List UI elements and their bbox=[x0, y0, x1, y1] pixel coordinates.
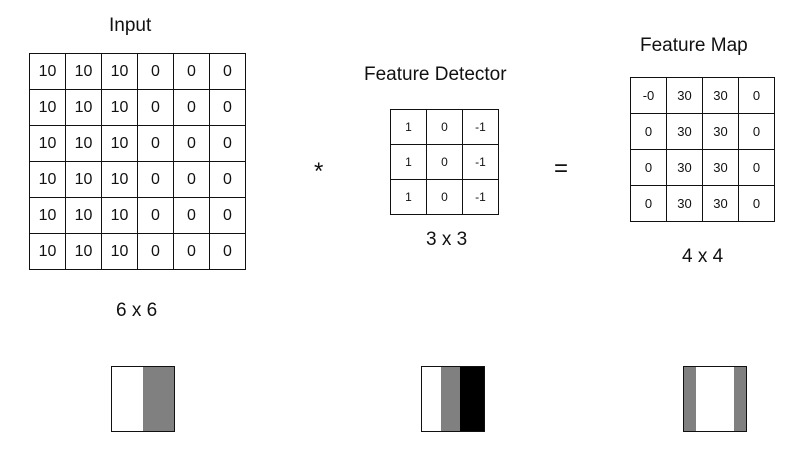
feature-map-cell: 30 bbox=[666, 149, 703, 186]
feature-map-size-label: 4 x 4 bbox=[682, 246, 724, 267]
swatch-band bbox=[143, 367, 174, 431]
swatch-band bbox=[460, 367, 484, 431]
input-cell: 10 bbox=[65, 197, 102, 234]
swatch-band bbox=[441, 367, 461, 431]
feature-map-cell: 0 bbox=[738, 113, 775, 150]
input-cell: 0 bbox=[137, 89, 174, 126]
feature-map-row: 0 30 30 0 bbox=[630, 185, 775, 222]
input-size-label: 6 x 6 bbox=[116, 300, 158, 321]
input-cell: 10 bbox=[101, 125, 138, 162]
input-cell: 0 bbox=[209, 89, 246, 126]
input-cell: 10 bbox=[29, 233, 66, 270]
input-row: 10 10 10 0 0 0 bbox=[29, 161, 246, 198]
input-cell: 0 bbox=[173, 197, 210, 234]
swatch-band bbox=[695, 367, 735, 431]
feature-map-row: 0 30 30 0 bbox=[630, 149, 775, 186]
input-cell: 10 bbox=[29, 161, 66, 198]
detector-matrix: 1 0 -1 1 0 -1 1 0 -1 bbox=[390, 109, 499, 215]
feature-map-cell: 0 bbox=[630, 185, 667, 222]
swatch-band bbox=[734, 367, 746, 431]
feature-map-cell: 30 bbox=[702, 77, 739, 114]
input-title: Input bbox=[109, 15, 152, 36]
feature-map-cell: 30 bbox=[702, 113, 739, 150]
swatch-band bbox=[112, 367, 143, 431]
input-cell: 0 bbox=[173, 233, 210, 270]
feature-map-cell: 30 bbox=[702, 185, 739, 222]
detector-row: 1 0 -1 bbox=[390, 109, 499, 145]
input-cell: 0 bbox=[137, 125, 174, 162]
detector-intensity-swatch bbox=[421, 366, 485, 432]
detector-cell: -1 bbox=[462, 144, 499, 180]
input-cell: 10 bbox=[29, 197, 66, 234]
input-cell: 0 bbox=[173, 53, 210, 90]
input-cell: 10 bbox=[101, 53, 138, 90]
input-cell: 0 bbox=[173, 89, 210, 126]
feature-map-cell: 0 bbox=[738, 149, 775, 186]
swatch-band bbox=[684, 367, 696, 431]
feature-map-cell: 30 bbox=[666, 77, 703, 114]
input-cell: 10 bbox=[101, 89, 138, 126]
input-cell: 0 bbox=[173, 125, 210, 162]
detector-cell: -1 bbox=[462, 179, 499, 215]
feature-map-cell: 30 bbox=[702, 149, 739, 186]
equals-operator: = bbox=[554, 155, 569, 182]
feature-map-cell: 0 bbox=[630, 113, 667, 150]
detector-row: 1 0 -1 bbox=[390, 179, 499, 215]
input-cell: 10 bbox=[101, 197, 138, 234]
input-cell: 10 bbox=[65, 161, 102, 198]
detector-cell: 0 bbox=[426, 144, 463, 180]
feature-map-cell: 30 bbox=[666, 185, 703, 222]
swatch-band bbox=[422, 367, 442, 431]
feature-map-row: 0 30 30 0 bbox=[630, 113, 775, 150]
input-cell: 0 bbox=[209, 161, 246, 198]
input-cell: 0 bbox=[137, 197, 174, 234]
input-cell: 0 bbox=[173, 161, 210, 198]
input-cell: 0 bbox=[137, 53, 174, 90]
detector-cell: 1 bbox=[390, 179, 427, 215]
feature-map-title: Feature Map bbox=[640, 35, 748, 56]
input-cell: 10 bbox=[65, 233, 102, 270]
input-cell: 10 bbox=[65, 53, 102, 90]
input-row: 10 10 10 0 0 0 bbox=[29, 125, 246, 162]
feature-map-row: -0 30 30 0 bbox=[630, 77, 775, 114]
detector-size-label: 3 x 3 bbox=[426, 229, 468, 250]
input-cell: 10 bbox=[101, 161, 138, 198]
feature-map-cell: -0 bbox=[630, 77, 667, 114]
input-row: 10 10 10 0 0 0 bbox=[29, 53, 246, 90]
feature-map-cell: 0 bbox=[738, 77, 775, 114]
detector-cell: -1 bbox=[462, 109, 499, 145]
detector-cell: 0 bbox=[426, 109, 463, 145]
input-cell: 0 bbox=[137, 161, 174, 198]
input-cell: 0 bbox=[137, 233, 174, 270]
detector-row: 1 0 -1 bbox=[390, 144, 499, 180]
input-cell: 10 bbox=[65, 89, 102, 126]
input-cell: 10 bbox=[29, 125, 66, 162]
input-cell: 10 bbox=[29, 53, 66, 90]
input-cell: 10 bbox=[65, 125, 102, 162]
input-cell: 0 bbox=[209, 197, 246, 234]
input-row: 10 10 10 0 0 0 bbox=[29, 233, 246, 270]
input-cell: 0 bbox=[209, 125, 246, 162]
detector-title: Feature Detector bbox=[364, 64, 507, 85]
feature-map-intensity-swatch bbox=[683, 366, 747, 432]
input-intensity-swatch bbox=[111, 366, 175, 432]
detector-cell: 1 bbox=[390, 109, 427, 145]
input-matrix: 10 10 10 0 0 0 10 10 10 0 0 0 10 10 10 0 0 0 10 10 10 0 0 0 10 10… bbox=[29, 53, 246, 270]
detector-cell: 0 bbox=[426, 179, 463, 215]
feature-map-cell: 0 bbox=[738, 185, 775, 222]
feature-map-matrix: -0 30 30 0 0 30 30 0 0 30 30 0 0 30 30 0 bbox=[630, 77, 775, 222]
input-cell: 10 bbox=[101, 233, 138, 270]
input-cell: 10 bbox=[29, 89, 66, 126]
feature-map-cell: 30 bbox=[666, 113, 703, 150]
input-cell: 0 bbox=[209, 233, 246, 270]
input-row: 10 10 10 0 0 0 bbox=[29, 197, 246, 234]
detector-cell: 1 bbox=[390, 144, 427, 180]
input-cell: 0 bbox=[209, 53, 246, 90]
feature-map-cell: 0 bbox=[630, 149, 667, 186]
convolution-operator: * bbox=[314, 158, 324, 185]
input-row: 10 10 10 0 0 0 bbox=[29, 89, 246, 126]
